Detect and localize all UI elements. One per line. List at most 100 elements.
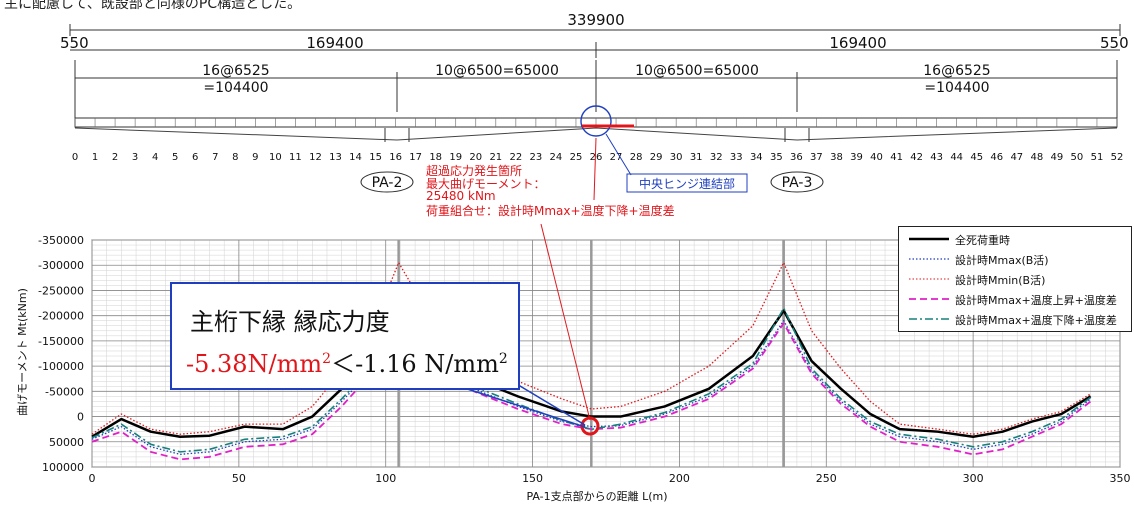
node-number: 46 [990,152,1003,163]
y-tick-label: 100000 [42,461,84,474]
x-tick-label: 200 [669,472,690,485]
pier-pa2-ellipse [360,171,414,193]
callout-sup-1: 2 [322,351,332,367]
series-line-4 [91,322,1092,461]
node-number: 11 [289,152,302,163]
x-tick-label: 250 [816,472,837,485]
pier-pa3-label: PA-3 [782,175,813,191]
node-number: 44 [950,152,963,163]
y-tick-label: -250000 [38,284,84,297]
legend-item-mmax: 設計時Mmax(B活) [907,252,1129,267]
chart-series [91,262,1092,461]
load-combo-leader-line [540,223,591,421]
pier-pa2-label: PA-2 [372,175,403,191]
callout-sup-2: 2 [498,351,508,367]
legend-label: 設計時Mmin(B活) [955,274,1046,287]
chart-axes: 0 50 100 150 200 250 300 350 -350000 -300000 -2500… [38,234,1130,485]
node-number: 48 [1030,152,1043,163]
legend-item-temp-fall: 設計時Mmax+温度下降+温度差 [907,312,1129,327]
node-number-row: 0 1 2 3 4 5 6 7 8 9 10 11 12 13 14 15 16 17 18 19 20 21 22 23 24… [72,152,1124,163]
node-number: 14 [349,152,362,163]
node-number: 38 [830,152,843,163]
node-number: 15 [369,152,382,163]
dim-seg2: 10@6500=65000 [435,63,559,79]
series-line-2 [91,320,1092,456]
node-number: 6 [192,152,198,163]
stress-callout-box: 主桁下縁 縁応力度 -5.38N/mm2＜-1.16 N/mm2 [170,282,520,390]
callout-body: -5.38N/mm2＜-1.16 N/mm2 [186,344,508,379]
y-tick-label: -100000 [38,360,84,373]
node-number: 17 [409,152,422,163]
node-number: 34 [750,152,763,163]
node-number: 47 [1010,152,1023,163]
x-tick-label: 350 [1110,472,1131,485]
node-number: 9 [252,152,258,163]
node-number: 39 [850,152,863,163]
node-number: 49 [1051,152,1064,163]
header-text: 主に配慮して、既設部と同様のPC構造とした。 [4,0,301,12]
node-number: 26 [590,152,603,163]
node-number: 52 [1111,152,1124,163]
y-tick-label: -200000 [38,310,84,323]
node-number: 40 [870,152,883,163]
node-number: 4 [152,152,158,163]
node-number: 43 [930,152,943,163]
legend-label: 全死荷重時 [955,234,1010,247]
legend-item-temp-rise: 設計時Mmax+温度上昇+温度差 [907,292,1129,307]
legend-item-dead-load: 全死荷重時 [907,232,1129,247]
overstress-note-1: 超過応力発生箇所 [426,163,522,178]
node-number: 42 [910,152,923,163]
x-tick-label: 50 [232,472,246,485]
legend-item-mmin: 設計時Mmin(B活) [907,272,1129,287]
series-line-5 [91,307,1092,453]
node-number: 35 [770,152,783,163]
callout-pointer-lower [454,384,586,428]
node-number: 30 [670,152,683,163]
dim-left-end: 550 [60,34,89,52]
node-number: 24 [550,152,563,163]
node-number: 41 [890,152,903,163]
node-number: 8 [232,152,238,163]
node-number: 32 [710,152,723,163]
load-combination-note: 荷重組合せ：設計時Mmax+温度下降+温度差 [426,203,675,218]
y-tick-label: -350000 [38,234,84,247]
legend-label: 設計時Mmax+温度下降+温度差 [955,314,1117,327]
x-axis-title: PA-1支点部からの距離 L(m) [526,489,667,503]
x-tick-label: 100 [375,472,396,485]
node-number: 50 [1071,152,1084,163]
node-number: 1 [92,152,98,163]
x-tick-label: 0 [89,472,96,485]
callout-title: 主桁下縁 縁応力度 [190,308,390,336]
node-number: 16 [389,152,402,163]
node-number: 25 [570,152,583,163]
node-number: 13 [329,152,342,163]
dim-seg3: 10@6500=65000 [635,63,759,79]
chart-legend: 全死荷重時 設計時Mmax(B活) 設計時Mmin(B活) 設計時Mmax+温度… [898,226,1132,332]
overstress-note-3: 25480 kNm [426,189,496,203]
node-number: 20 [469,152,482,163]
node-number: 5 [172,152,178,163]
y-tick-label: -150000 [38,335,84,348]
dim-seg1: 16@6525 [202,63,269,79]
y-tick-label: -300000 [38,259,84,272]
hinge-label-box [626,173,748,193]
node-number: 37 [810,152,823,163]
node-number: 31 [690,152,703,163]
node-number: 10 [269,152,282,163]
overstress-leader-line [593,137,597,201]
dim-right-end: 550 [1100,34,1129,52]
node-number: 45 [970,152,983,163]
node-number: 21 [489,152,502,163]
y-axis-title: 曲げモーメント Mt(kNm) [16,288,29,416]
dim-right-half: 169400 [829,34,886,52]
series-line-1 [91,309,1092,438]
node-number: 7 [212,152,218,163]
node-number: 29 [650,152,663,163]
dim-seg1b: =104400 [203,80,268,96]
node-number: 23 [530,152,543,163]
node-number: 33 [730,152,743,163]
node-number: 36 [790,152,803,163]
dim-total: 339900 [567,11,624,29]
y-tick-label: 0 [77,411,84,424]
